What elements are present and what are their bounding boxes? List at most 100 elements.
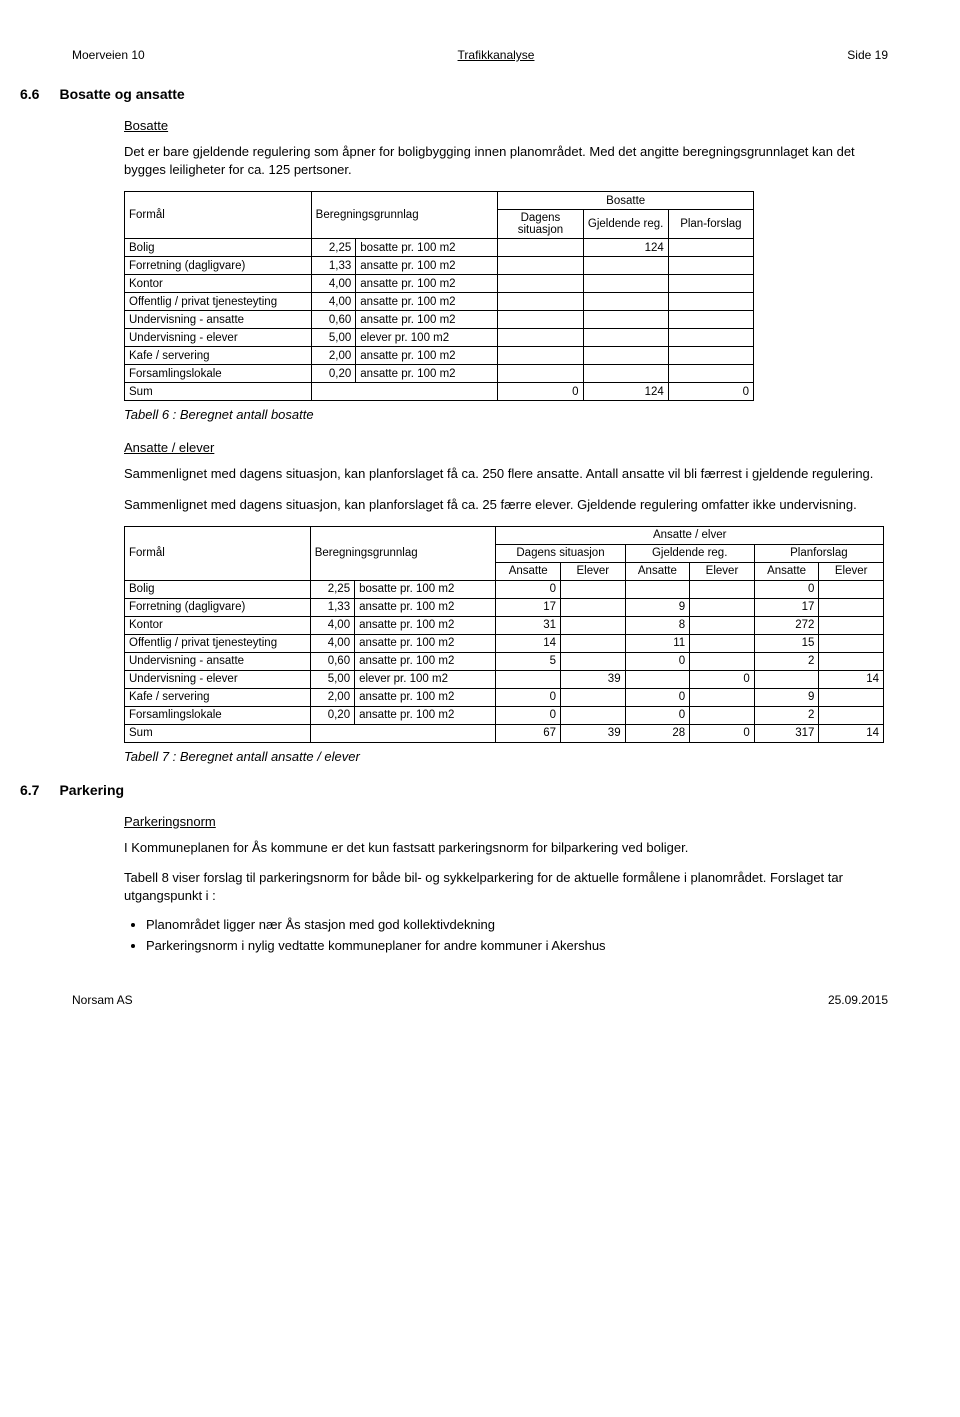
list-item: Parkeringsnorm i nylig vedtatte kommunep… [146,938,888,953]
t7-sum-blank [310,724,496,742]
t7-cell-ge [690,706,755,724]
section-title: Parkering [59,782,124,798]
t7-sum-pe: 14 [819,724,884,742]
t7-cell-de: 39 [561,670,626,688]
t7-h-el-1: Elever [561,562,626,580]
t6-sum-blank [311,383,498,401]
t7-cell-pa [754,670,819,688]
t6-cell-p [668,293,753,311]
t6-cell-g [583,275,668,293]
table-row: Forretning (dagligvare)1,33ansatte pr. 1… [125,257,754,275]
t7-cell-pe [819,580,884,598]
t6-cell-g [583,365,668,383]
t6-cell-g [583,329,668,347]
list-item: Planområdet ligger nær Ås stasjon med go… [146,917,888,932]
t6-h-dagens: Dagens situasjon [498,210,583,239]
t7-cell-ge [690,580,755,598]
table-row: Undervisning - ansatte0,60ansatte pr. 10… [125,311,754,329]
t7-sum-da: 67 [496,724,561,742]
t7-cell-unit: elever pr. 100 m2 [355,670,496,688]
t7-h-el-2: Elever [690,562,755,580]
t6-cell-g [583,293,668,311]
t7-cell-n: 2,25 [310,580,354,598]
t7-cell-unit: ansatte pr. 100 m2 [355,652,496,670]
t6-cell-d [498,239,583,257]
t7-cell-ge [690,634,755,652]
t6-cell-p [668,257,753,275]
t7-cell-n: 4,00 [310,616,354,634]
t7-cell-unit: ansatte pr. 100 m2 [355,706,496,724]
t6-cell-d [498,311,583,329]
para-parkering-2: Tabell 8 viser forslag til parkeringsnor… [124,869,888,905]
t6-cell-n: 5,00 [311,329,356,347]
t6-cell-n: 0,60 [311,311,356,329]
section-6-6-heading: 6.6 Bosatte og ansatte [20,86,888,102]
t7-cell-de [561,706,626,724]
t7-sum-de: 39 [561,724,626,742]
t7-sum-pa: 317 [754,724,819,742]
t6-cell-n: 4,00 [311,293,356,311]
section-6-7-heading: 6.7 Parkering [20,782,888,798]
t7-cell-de [561,598,626,616]
subhead-parkeringsnorm: Parkeringsnorm [124,814,888,829]
parkering-bullet-list: Planområdet ligger nær Ås stasjon med go… [124,917,888,953]
t7-h-dagens: Dagens situasjon [496,544,625,562]
t6-cell-p [668,329,753,347]
t7-cell-ga: 8 [625,616,690,634]
t7-cell-da: 0 [496,688,561,706]
t6-cell-n: 0,20 [311,365,356,383]
t6-cell-g [583,257,668,275]
t7-cell-da: 31 [496,616,561,634]
t7-cell-ge [690,616,755,634]
t7-cell-ga: 0 [625,652,690,670]
t7-cell-formal: Forretning (dagligvare) [125,598,311,616]
subhead-bosatte: Bosatte [124,118,888,133]
t7-h-bg: Beregningsgrunnlag [310,526,496,580]
t7-cell-da: 14 [496,634,561,652]
t6-cell-d [498,329,583,347]
t7-cell-de [561,616,626,634]
table-row: Kafe / servering2,00ansatte pr. 100 m200… [125,688,884,706]
footer-left: Norsam AS [72,993,133,1007]
header-left: Moerveien 10 [72,48,145,62]
t7-sum-ga: 28 [625,724,690,742]
t6-cell-formal: Offentlig / privat tjenesteyting [125,293,312,311]
page-header: Moerveien 10 Trafikkanalyse Side 19 [72,48,888,62]
t7-cell-ga: 9 [625,598,690,616]
table-7-ansatte-elever: Formål Beregningsgrunnlag Ansatte / elve… [124,526,884,743]
t6-cell-d [498,347,583,365]
t6-cell-n: 2,25 [311,239,356,257]
t7-cell-pe [819,634,884,652]
t6-cell-unit: ansatte pr. 100 m2 [356,311,498,329]
t6-cell-g: 124 [583,239,668,257]
t7-cell-ga: 11 [625,634,690,652]
t7-cell-de [561,580,626,598]
t7-cell-unit: bosatte pr. 100 m2 [355,580,496,598]
t7-cell-da: 5 [496,652,561,670]
t7-cell-da: 17 [496,598,561,616]
t7-h-gj: Gjeldende reg. [625,544,754,562]
table-row: Forsamlingslokale0,20ansatte pr. 100 m20… [125,706,884,724]
t6-cell-p [668,311,753,329]
t7-cell-n: 5,00 [310,670,354,688]
t6-h-bosatte: Bosatte [498,192,754,210]
t7-cell-pa: 15 [754,634,819,652]
t6-cell-d [498,293,583,311]
t7-cell-n: 2,00 [310,688,354,706]
t6-cell-unit: ansatte pr. 100 m2 [356,365,498,383]
t7-cell-de [561,634,626,652]
t6-cell-formal: Undervisning - elever [125,329,312,347]
t7-cell-n: 0,60 [310,652,354,670]
table-row: Undervisning - elever5,00elever pr. 100 … [125,670,884,688]
t7-h-el-3: Elever [819,562,884,580]
t7-cell-ga [625,580,690,598]
t7-cell-unit: ansatte pr. 100 m2 [355,598,496,616]
t7-cell-formal: Kafe / servering [125,688,311,706]
table-row: Offentlig / privat tjenesteyting4,00ansa… [125,634,884,652]
t7-cell-ga: 0 [625,706,690,724]
t7-h-ans-3: Ansatte [754,562,819,580]
table-row: Kontor4,00ansatte pr. 100 m2 [125,275,754,293]
t7-cell-pe [819,688,884,706]
t7-cell-formal: Undervisning - ansatte [125,652,311,670]
t6-cell-n: 2,00 [311,347,356,365]
